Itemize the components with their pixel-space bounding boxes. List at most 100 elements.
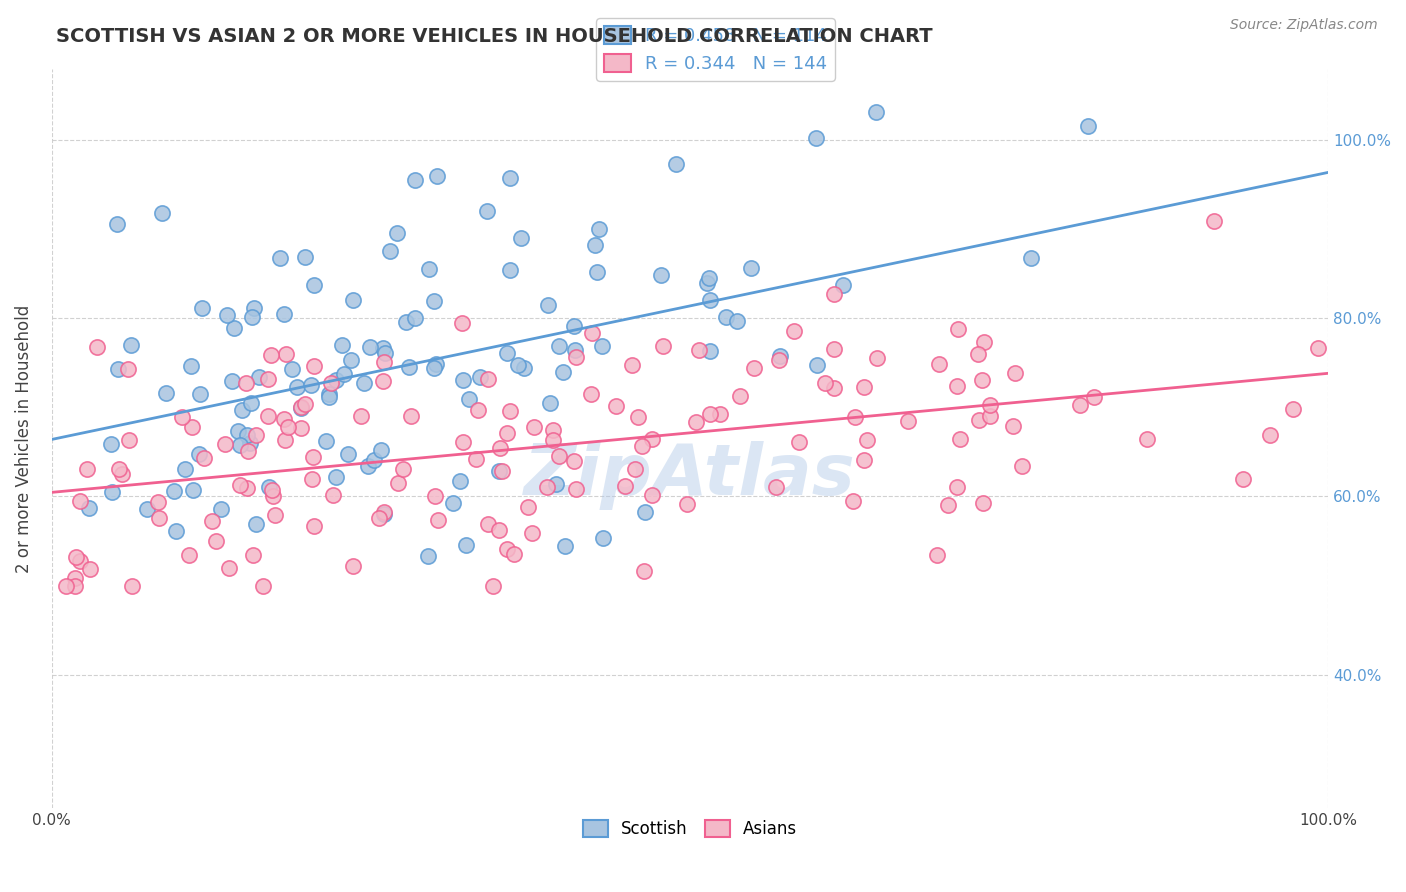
Point	[927, 548, 949, 562]
Point	[229, 438, 252, 452]
Point	[105, 217, 128, 231]
Point	[111, 467, 134, 482]
Point	[498, 404, 520, 418]
Point	[547, 450, 569, 464]
Point	[290, 400, 312, 414]
Point	[489, 441, 512, 455]
Point	[621, 358, 644, 372]
Point	[554, 540, 576, 554]
Point	[804, 131, 827, 145]
Point	[823, 343, 845, 357]
Point	[1136, 432, 1159, 446]
Point	[236, 444, 259, 458]
Point	[1011, 458, 1033, 473]
Point	[107, 361, 129, 376]
Point	[150, 206, 173, 220]
Point	[477, 516, 499, 531]
Point	[262, 483, 284, 497]
Point	[63, 578, 86, 592]
Point	[536, 480, 558, 494]
Point	[488, 523, 510, 537]
Point	[188, 447, 211, 461]
Point	[426, 169, 449, 183]
Point	[221, 375, 243, 389]
Point	[650, 268, 672, 282]
Point	[823, 286, 845, 301]
Point	[842, 494, 865, 508]
Point	[782, 325, 804, 339]
Point	[76, 462, 98, 476]
Point	[765, 480, 787, 494]
Point	[263, 508, 285, 522]
Point	[342, 293, 364, 308]
Text: ZipAtlas: ZipAtlas	[524, 441, 856, 510]
Point	[482, 578, 505, 592]
Point	[69, 554, 91, 568]
Point	[967, 347, 990, 361]
Point	[973, 334, 995, 349]
Point	[565, 482, 588, 496]
Point	[488, 465, 510, 479]
Point	[969, 413, 991, 427]
Point	[339, 352, 361, 367]
Point	[204, 534, 226, 549]
Point	[256, 409, 278, 424]
Point	[290, 420, 312, 434]
Point	[108, 462, 131, 476]
Point	[676, 497, 699, 511]
Point	[946, 481, 969, 495]
Point	[458, 392, 481, 407]
Point	[399, 409, 422, 423]
Point	[281, 361, 304, 376]
Point	[945, 379, 967, 393]
Point	[330, 338, 353, 352]
Point	[641, 432, 664, 446]
Point	[1258, 427, 1281, 442]
Point	[465, 451, 488, 466]
Point	[155, 386, 177, 401]
Point	[499, 263, 522, 277]
Point	[201, 514, 224, 528]
Point	[325, 470, 347, 484]
Point	[449, 475, 471, 489]
Point	[624, 462, 647, 476]
Point	[378, 244, 401, 258]
Point	[948, 322, 970, 336]
Point	[353, 376, 375, 390]
Point	[373, 505, 395, 519]
Point	[163, 483, 186, 498]
Point	[373, 507, 395, 521]
Point	[214, 436, 236, 450]
Point	[350, 409, 373, 423]
Point	[100, 436, 122, 450]
Point	[453, 435, 475, 450]
Point	[218, 561, 240, 575]
Point	[252, 578, 274, 592]
Point	[866, 351, 889, 365]
Point	[856, 433, 879, 447]
Point	[426, 512, 449, 526]
Point	[499, 170, 522, 185]
Point	[591, 339, 613, 353]
Point	[541, 433, 564, 447]
Point	[665, 156, 688, 170]
Point	[699, 344, 721, 359]
Point	[262, 489, 284, 503]
Point	[299, 378, 322, 392]
Point	[174, 462, 197, 476]
Point	[301, 471, 323, 485]
Point	[318, 390, 340, 404]
Point	[371, 374, 394, 388]
Point	[371, 342, 394, 356]
Point	[373, 346, 395, 360]
Point	[928, 357, 950, 371]
Point	[245, 427, 267, 442]
Point	[634, 505, 657, 519]
Point	[368, 511, 391, 525]
Point	[165, 524, 187, 538]
Point	[844, 410, 866, 425]
Point	[697, 271, 720, 285]
Point	[897, 414, 920, 428]
Point	[79, 561, 101, 575]
Text: SCOTTISH VS ASIAN 2 OR MORE VEHICLES IN HOUSEHOLD CORRELATION CHART: SCOTTISH VS ASIAN 2 OR MORE VEHICLES IN …	[56, 27, 932, 45]
